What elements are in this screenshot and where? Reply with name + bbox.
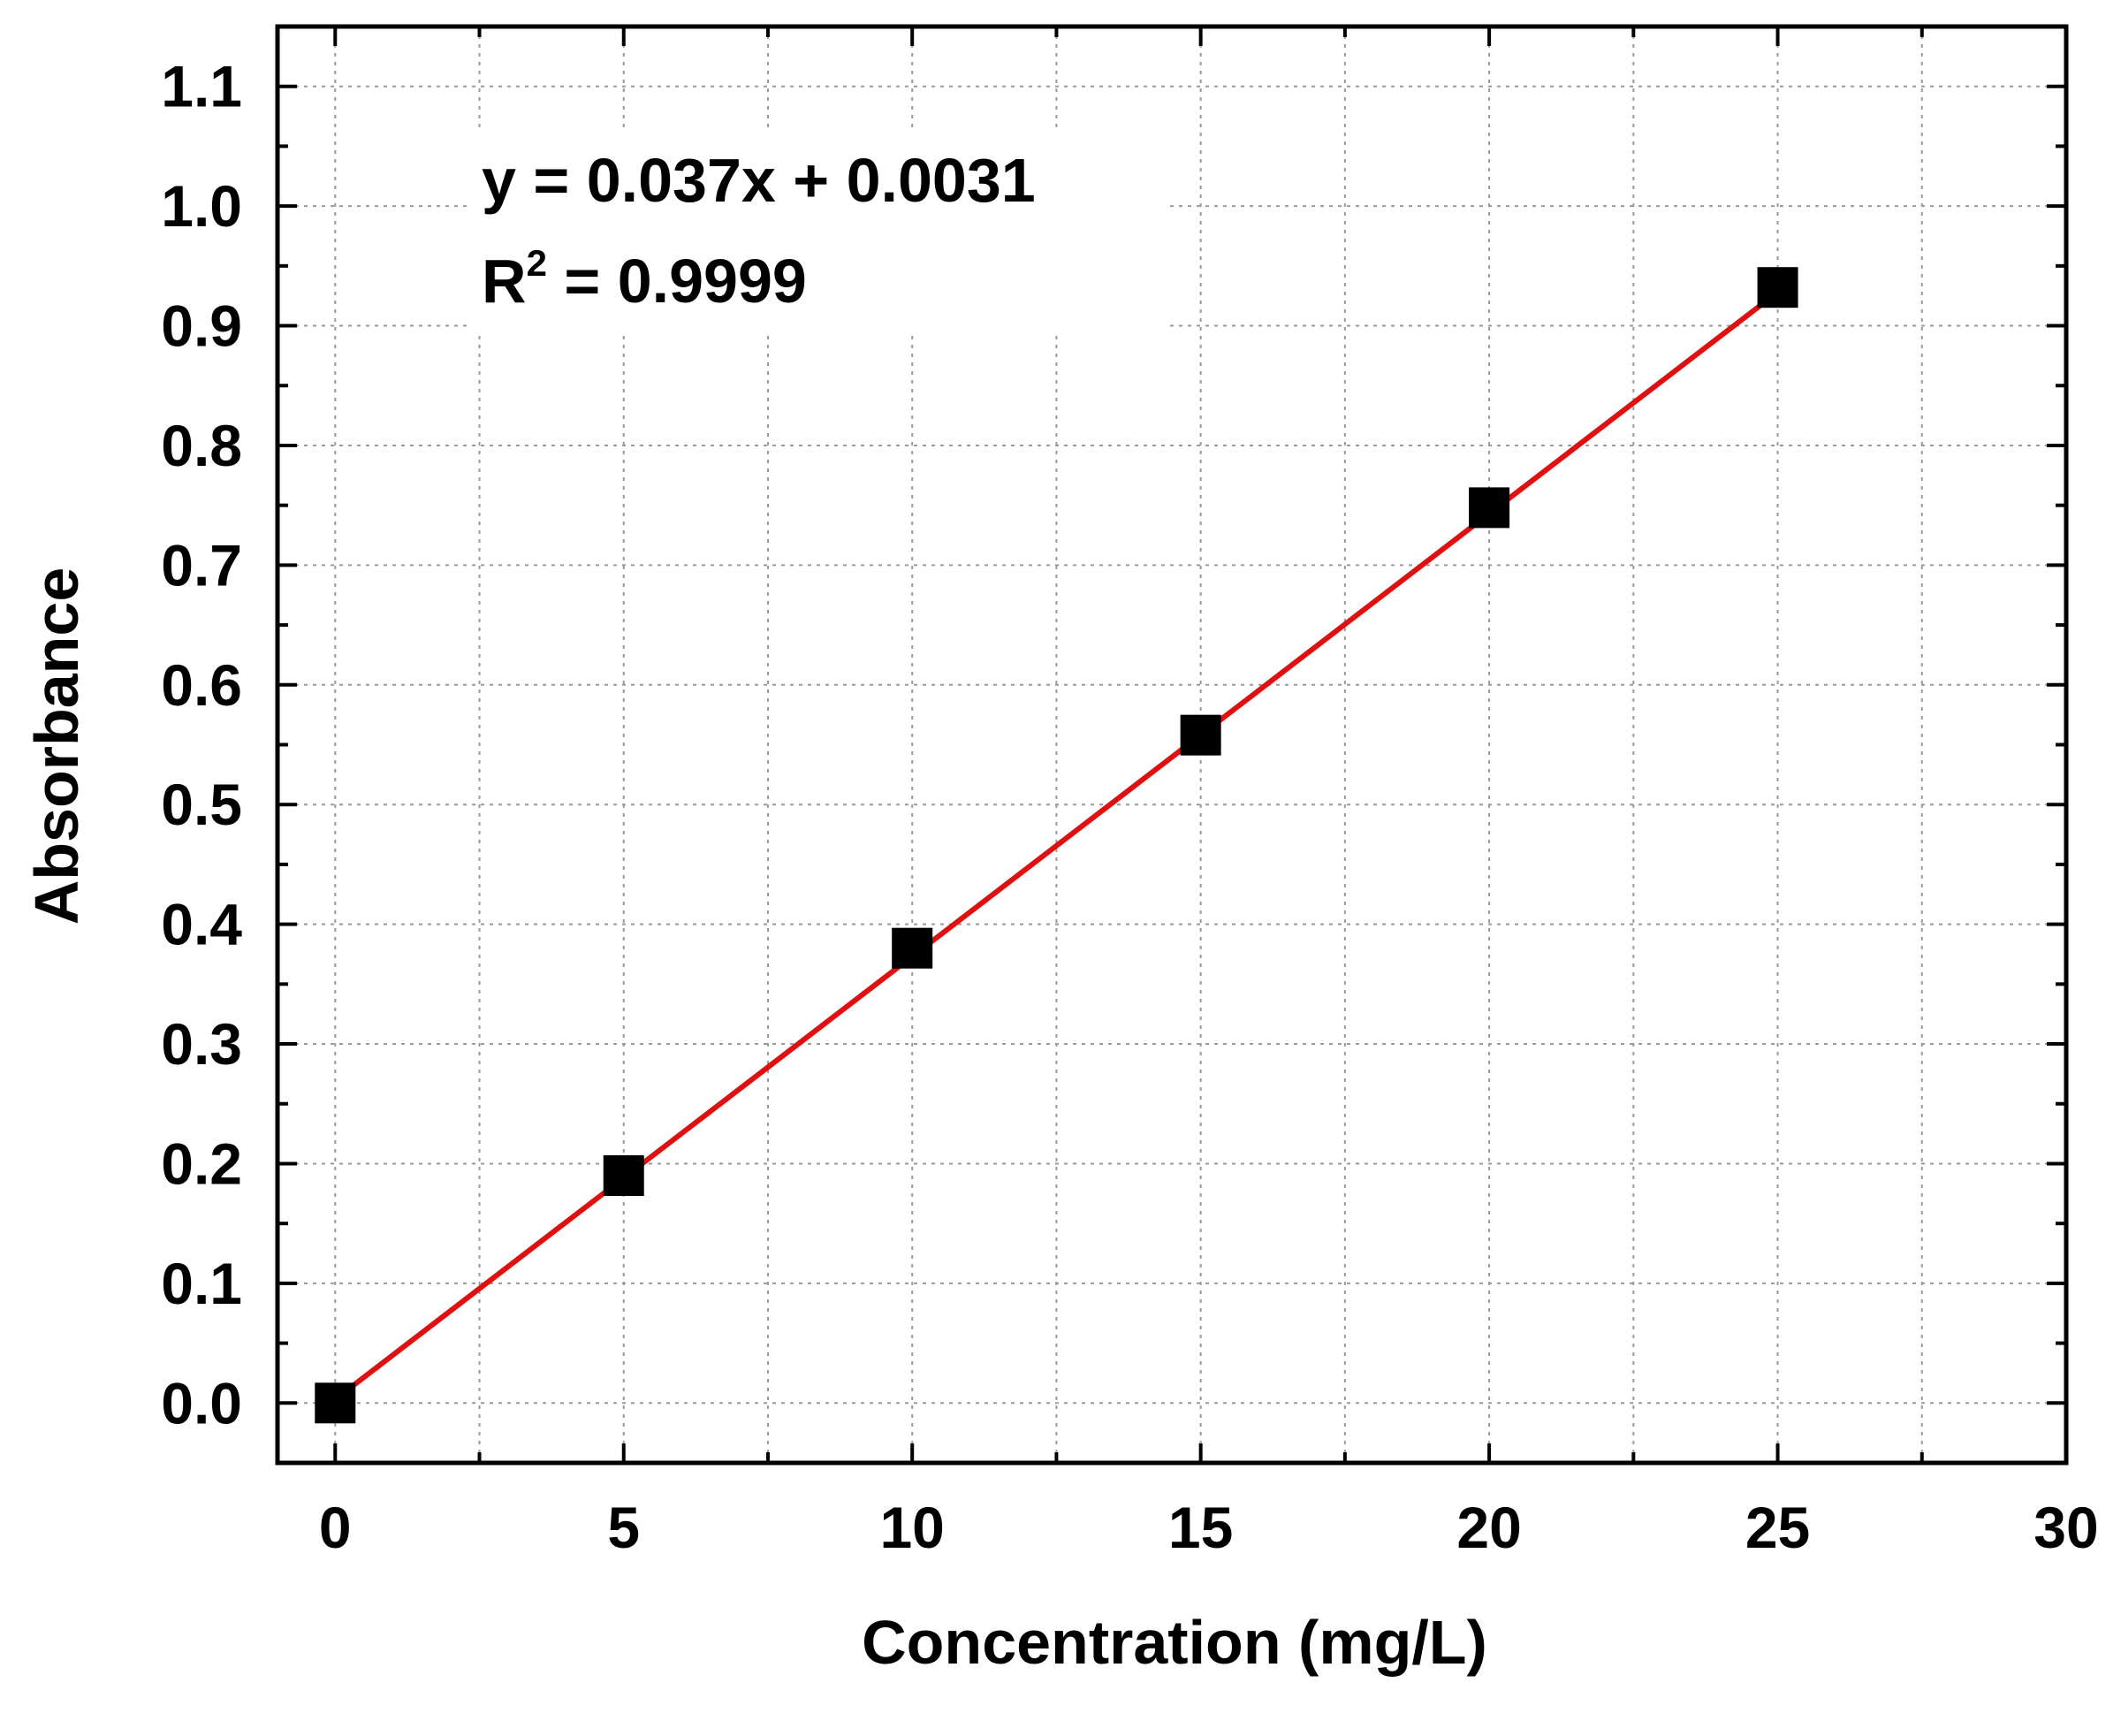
y-tick-label: 1.1 [161, 54, 242, 119]
x-tick-label: 0 [319, 1495, 352, 1560]
data-point [315, 1382, 356, 1424]
data-point [1469, 487, 1510, 529]
y-tick-label: 0.1 [161, 1251, 242, 1316]
x-tick-label: 15 [1168, 1495, 1233, 1560]
r-squared-value: = 0.9999 [547, 247, 807, 316]
x-tick-label: 30 [2034, 1495, 2098, 1560]
x-tick-label: 20 [1456, 1495, 1521, 1560]
y-tick-label: 0.0 [161, 1370, 242, 1435]
axis-ticks [277, 27, 2068, 1463]
annotation-background [468, 133, 1167, 336]
linear-fit-line [332, 289, 1781, 1403]
r-squared: R2 = 0.9999 [482, 242, 807, 316]
fit-annotation: y = 0.037x + 0.0031 R2 = 0.9999 [482, 146, 1036, 316]
y-tick-label: 0.2 [161, 1131, 242, 1196]
y-axis-label: Absorbance [22, 567, 91, 925]
data-point [1757, 267, 1798, 308]
fit-line-layer [332, 289, 1781, 1403]
x-tick-label: 5 [607, 1495, 640, 1560]
data-point [603, 1155, 644, 1196]
data-point [1180, 714, 1221, 756]
y-tick-label: 0.7 [161, 532, 242, 598]
x-tick-labels: 0 5 10 15 20 25 30 [319, 1495, 2099, 1560]
r-squared-prefix: R [482, 247, 527, 316]
y-tick-label: 0.5 [161, 772, 242, 837]
y-tick-label: 0.3 [161, 1011, 242, 1077]
y-tick-label: 0.9 [161, 293, 242, 359]
y-tick-label: 0.6 [161, 652, 242, 718]
fit-equation: y = 0.037x + 0.0031 [482, 146, 1036, 215]
r-squared-superscript: 2 [527, 242, 547, 284]
y-tick-label: 0.8 [161, 413, 242, 478]
y-tick-labels: 0.0 0.1 0.2 0.3 0.4 0.5 0.6 0.7 0.8 0.9 1.0 1.1 [161, 54, 242, 1436]
y-tick-label: 0.4 [161, 892, 242, 957]
data-point [892, 927, 933, 969]
x-axis-label: Concentration (mg/L) [862, 1608, 1487, 1677]
y-tick-label: 1.0 [161, 173, 242, 239]
x-tick-label: 10 [879, 1495, 944, 1560]
x-tick-label: 25 [1745, 1495, 1810, 1560]
data-points [315, 267, 1798, 1424]
